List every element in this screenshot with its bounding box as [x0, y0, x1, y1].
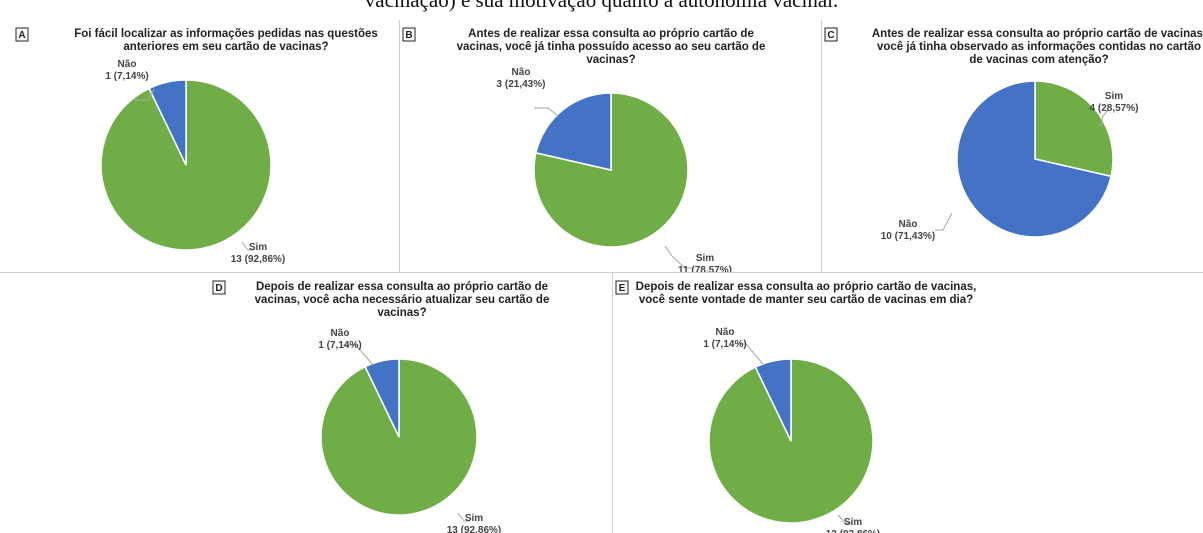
- slice-label-name: Sim: [844, 517, 862, 528]
- pie-slice-nao: [535, 92, 612, 171]
- chart-title: Depois de realizar essa consulta ao próp…: [636, 281, 977, 293]
- pie-slice-nao: [364, 358, 400, 438]
- divider: [0, 272, 1203, 273]
- chart-title: vacinas, você acha necessário atualizar …: [255, 294, 550, 306]
- chart-panel-b: B Antes de realizar essa consulta ao próp…: [400, 20, 821, 272]
- panel-letter: B: [405, 30, 412, 41]
- slice-label-value: 13 (92,86%): [447, 525, 501, 533]
- divider: [612, 273, 613, 533]
- pie-slice-sim: [1034, 80, 1114, 178]
- panel-letter-box: [615, 280, 629, 295]
- chart-title: vacinas, você já tinha possuído acesso a…: [457, 41, 766, 53]
- chart-panel-c: C Antes de realizar essa consulta ao próp…: [822, 20, 1203, 272]
- leader-line: [739, 343, 764, 365]
- panel-letter: C: [827, 30, 834, 41]
- leader-line: [457, 512, 470, 522]
- slice-label-name: Não: [331, 328, 350, 339]
- slice-label-name: Não: [512, 67, 531, 78]
- chart-title: Depois de realizar essa consulta ao próp…: [256, 281, 548, 293]
- slice-label-name: Não: [716, 327, 735, 338]
- slice-label-value: 1 (7,14%): [105, 71, 148, 82]
- slice-label-value: 13 (92,86%): [826, 529, 880, 533]
- slice-label-value: 11 (78,57%): [678, 265, 732, 272]
- leader-line: [534, 107, 559, 117]
- slice-label-name: Não: [118, 59, 137, 70]
- pie-slice-nao: [754, 358, 792, 442]
- panel-letter-box: [15, 27, 29, 42]
- panel-letter: D: [215, 283, 222, 294]
- slice-label-name: Sim: [465, 513, 483, 524]
- pie-chart: B Antes de realizar essa consulta ao próp…: [402, 27, 766, 272]
- chart-panel-d: D Depois de realizar essa consulta ao pró…: [210, 273, 612, 533]
- pie-chart: D Depois de realizar essa consulta ao pró…: [212, 280, 550, 533]
- chart-title: de vacinas com atenção?: [969, 54, 1108, 66]
- figure-caption: vacinação) e sua motivação quanto à auto…: [364, 0, 839, 12]
- chart-title: vacinas?: [377, 307, 426, 319]
- pie-chart: A Foi fácil localizar as informações pedi…: [15, 27, 378, 265]
- slice-label-value: 3 (21,43%): [497, 79, 546, 90]
- pie-slice-nao: [148, 79, 187, 166]
- slice-label-name: Sim: [1105, 91, 1123, 102]
- leader-line: [935, 212, 953, 231]
- slice-label-name: Sim: [696, 253, 714, 264]
- leader-line: [132, 88, 155, 101]
- slice-label-value: 1 (7,14%): [318, 340, 361, 351]
- slice-label-name: Sim: [249, 242, 267, 253]
- chart-title: você já tinha observado as informações c…: [877, 41, 1201, 53]
- panel-letter: E: [619, 283, 626, 294]
- divider: [399, 20, 400, 272]
- slice-label-name: Não: [899, 219, 918, 230]
- chart-title: Antes de realizar essa consulta ao própr…: [872, 28, 1203, 40]
- leader-line: [1100, 109, 1109, 127]
- chart-panel-a: A Foi fácil localizar as informações pedi…: [0, 20, 398, 272]
- chart-title: anteriores em seu cartão de vacinas?: [123, 41, 328, 53]
- chart-title: você sente vontade de manter seu cartão …: [639, 294, 973, 306]
- chart-title: vacinas?: [586, 54, 635, 66]
- panel-letter: A: [18, 30, 25, 41]
- panel-letter-box: [824, 27, 838, 42]
- pie-slice-nao: [956, 80, 1112, 238]
- slice-label-value: 10 (71,43%): [881, 231, 935, 242]
- chart-title: Foi fácil localizar as informações pedid…: [74, 28, 378, 40]
- leader-line: [343, 344, 374, 366]
- slice-label-value: 13 (92,86%): [231, 254, 285, 265]
- panel-letter-box: [402, 27, 416, 42]
- pie-chart: E Depois de realizar essa consulta ao pró…: [615, 280, 977, 533]
- pie-chart: C Antes de realizar essa consulta ao próp…: [824, 27, 1203, 242]
- leader-line: [837, 514, 853, 524]
- chart-panel-e: E Depois de realizar essa consulta ao pró…: [613, 273, 1203, 533]
- divider: [821, 20, 822, 272]
- panel-letter-box: [212, 280, 226, 295]
- chart-title: Antes de realizar essa consulta ao própr…: [468, 28, 754, 40]
- slice-label-value: 4 (28,57%): [1090, 103, 1139, 114]
- leader-line: [241, 241, 254, 251]
- slice-label-value: 1 (7,14%): [703, 339, 746, 350]
- leader-line: [664, 245, 692, 269]
